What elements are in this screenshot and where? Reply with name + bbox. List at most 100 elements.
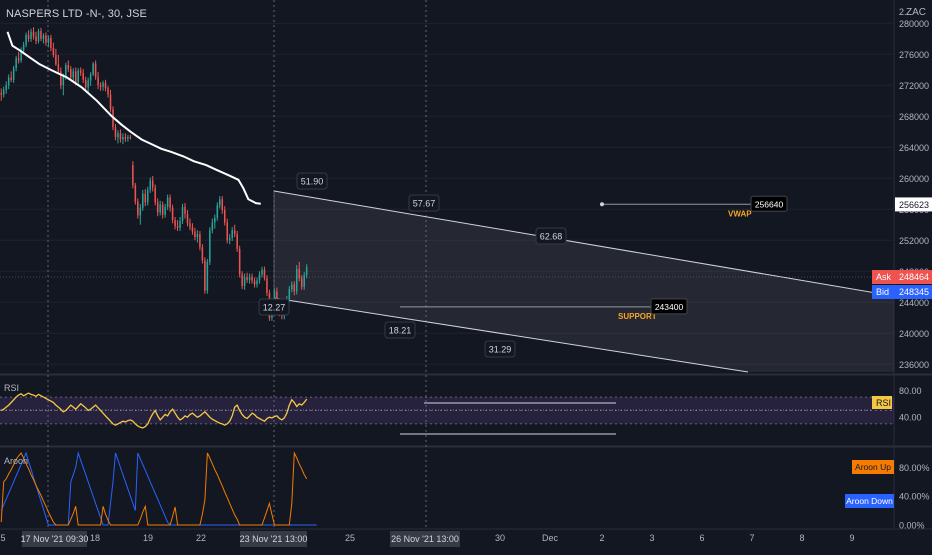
candle-body bbox=[25, 34, 27, 45]
candle-body bbox=[194, 231, 196, 238]
time-highlight-box bbox=[240, 531, 307, 547]
candle-body bbox=[65, 65, 67, 77]
channel-fill bbox=[274, 191, 894, 372]
candle-body bbox=[266, 278, 268, 293]
candle-body bbox=[99, 85, 102, 87]
time-highlight-label: 26 Nov '21 13:00 bbox=[391, 534, 459, 544]
candle-body bbox=[199, 234, 201, 248]
candle-body bbox=[132, 165, 134, 186]
support-value-box bbox=[650, 298, 688, 315]
candle-body bbox=[166, 197, 169, 207]
low-annotation: 12.27 bbox=[263, 303, 286, 313]
candle-body bbox=[5, 85, 7, 90]
candle-body bbox=[7, 77, 10, 86]
candle-body bbox=[305, 267, 308, 276]
low-annotation-box bbox=[484, 340, 516, 358]
candle-body bbox=[67, 65, 70, 69]
candle-body bbox=[94, 63, 97, 77]
candle-body bbox=[22, 44, 25, 51]
time-highlight-label: 23 Nov '21 13:00 bbox=[240, 534, 308, 544]
time-tick-label: 25 bbox=[345, 533, 355, 543]
high-annotation-box bbox=[296, 172, 328, 190]
aroon-axis-tick: 40.00% bbox=[899, 492, 930, 502]
bid-value: 248345 bbox=[899, 287, 929, 297]
candle-body bbox=[253, 280, 256, 285]
aroon-up-line bbox=[0, 451, 308, 526]
candle-body bbox=[104, 82, 107, 89]
time-tick-label: 5 bbox=[0, 533, 5, 543]
candle-body bbox=[164, 206, 166, 215]
candle-body bbox=[246, 277, 248, 280]
candle-body bbox=[142, 193, 144, 208]
candle-body bbox=[72, 71, 75, 78]
time-highlight-box bbox=[390, 531, 460, 547]
support-label: SUPPORT bbox=[618, 312, 657, 321]
rsi-pane-label: RSI bbox=[4, 383, 19, 393]
candle-body bbox=[102, 82, 104, 87]
price-tick-label: 252000 bbox=[899, 236, 929, 246]
channel-upper-line bbox=[273, 190, 895, 297]
time-highlight-label: 17 Nov '21 09:30 bbox=[21, 534, 89, 544]
candle-body bbox=[191, 227, 194, 232]
candle-body bbox=[295, 268, 298, 292]
candle-body bbox=[146, 189, 149, 203]
candle-body bbox=[169, 197, 171, 208]
time-tick-label: 2 bbox=[599, 533, 604, 543]
candle-body bbox=[223, 210, 226, 223]
high-annotation: 51.90 bbox=[301, 177, 324, 187]
candle-body bbox=[92, 63, 94, 75]
candle-body bbox=[263, 269, 266, 279]
support-value: 243400 bbox=[655, 302, 684, 312]
candle-body bbox=[243, 277, 246, 286]
candle-body bbox=[40, 31, 42, 39]
candle-body bbox=[60, 71, 62, 86]
candle-body bbox=[273, 291, 276, 302]
candle-body bbox=[154, 187, 156, 203]
candle-body bbox=[97, 76, 99, 86]
candle-body bbox=[176, 226, 179, 228]
price-tick-label: 272000 bbox=[899, 81, 929, 91]
candle-body bbox=[87, 80, 89, 88]
candle-body bbox=[228, 237, 231, 241]
candle-body bbox=[35, 36, 37, 42]
candle-body bbox=[12, 68, 15, 80]
candle-body bbox=[251, 276, 253, 281]
candle-body bbox=[300, 278, 303, 287]
candle-body bbox=[77, 70, 79, 83]
candle-body bbox=[42, 35, 45, 39]
aroon-up-badge bbox=[852, 460, 894, 474]
candle-body bbox=[196, 234, 199, 238]
candle-body bbox=[231, 230, 233, 238]
candle-body bbox=[189, 223, 191, 228]
candle-body bbox=[248, 276, 251, 280]
candle-body bbox=[117, 133, 119, 138]
candle-body bbox=[79, 70, 82, 73]
candle-body bbox=[62, 76, 65, 86]
candle-body bbox=[261, 269, 263, 275]
candle-body bbox=[221, 199, 224, 211]
high-annotation: 62.68 bbox=[540, 232, 563, 242]
candle-body bbox=[276, 291, 278, 304]
candle-body bbox=[211, 222, 214, 231]
aroon-up-label: Aroon Up bbox=[855, 462, 891, 472]
price-tick-label: 264000 bbox=[899, 143, 929, 153]
candle-body bbox=[32, 31, 35, 37]
aroon-axis-tick: 80.00% bbox=[899, 463, 930, 473]
candle-body bbox=[45, 35, 47, 43]
candle-body bbox=[109, 94, 112, 110]
vwap-line bbox=[6, 31, 261, 205]
candle-body bbox=[139, 207, 142, 216]
aroon-down-badge bbox=[845, 494, 894, 508]
candle-body bbox=[47, 37, 50, 43]
candle-body bbox=[10, 77, 12, 80]
rsi-badge-label: RSI bbox=[876, 398, 891, 408]
candle-body bbox=[134, 185, 137, 202]
high-annotation-box bbox=[535, 227, 567, 245]
bid-label: Bid bbox=[876, 287, 889, 297]
rsi-axis-tick: 40.00 bbox=[899, 413, 922, 423]
candle-body bbox=[37, 31, 40, 42]
vwap-axis-value: 256623 bbox=[899, 200, 929, 210]
